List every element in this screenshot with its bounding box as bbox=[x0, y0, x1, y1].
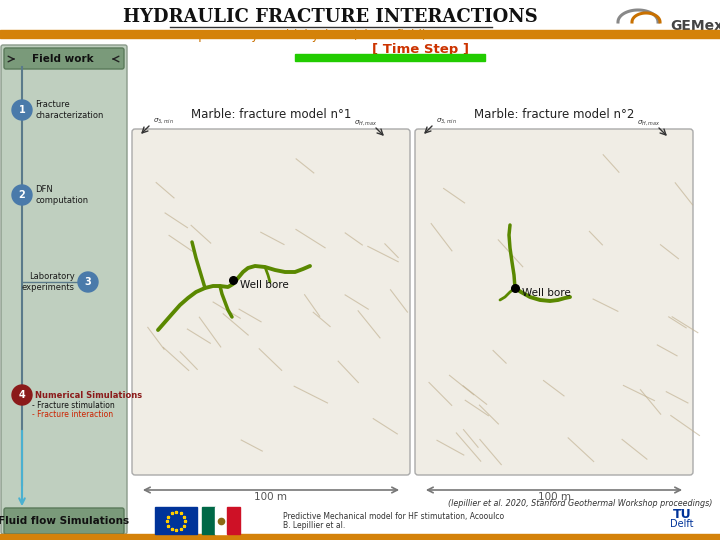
Text: 100 m: 100 m bbox=[538, 492, 570, 502]
Bar bbox=[295, 54, 485, 61]
FancyBboxPatch shape bbox=[1, 45, 127, 534]
Text: Fluid flow Simulations: Fluid flow Simulations bbox=[0, 516, 130, 526]
Text: - Fracture interaction: - Fracture interaction bbox=[32, 410, 113, 419]
Text: Field work: Field work bbox=[32, 54, 94, 64]
Circle shape bbox=[12, 385, 32, 405]
Text: (lepillier et al. 2020, Stanford Geothermal Workshop proceedings): (lepillier et al. 2020, Stanford Geother… bbox=[448, 500, 712, 509]
Text: Predictive Mechanical model for HF stimutation, Acooulco: Predictive Mechanical model for HF stimu… bbox=[283, 511, 504, 521]
Text: Numerical Simulations: Numerical Simulations bbox=[35, 390, 142, 400]
Circle shape bbox=[78, 272, 98, 292]
Text: 3: 3 bbox=[85, 277, 91, 287]
Text: 100 m: 100 m bbox=[254, 492, 287, 502]
Text: DFN
computation: DFN computation bbox=[35, 185, 88, 205]
Circle shape bbox=[12, 185, 32, 205]
Text: Delft: Delft bbox=[670, 519, 694, 529]
FancyBboxPatch shape bbox=[132, 129, 410, 475]
Text: - Fracture stimulation: - Fracture stimulation bbox=[32, 401, 114, 410]
FancyBboxPatch shape bbox=[4, 508, 124, 534]
Text: Well bore: Well bore bbox=[240, 280, 289, 290]
Text: 2: 2 bbox=[19, 190, 25, 200]
Bar bbox=[215, 507, 227, 534]
Text: HYDRAULIC FRACTURE INTERACTIONS: HYDRAULIC FRACTURE INTERACTIONS bbox=[122, 8, 537, 26]
Circle shape bbox=[12, 100, 32, 120]
Text: B. Lepillier et al.: B. Lepillier et al. bbox=[283, 521, 346, 530]
Text: 4: 4 bbox=[19, 390, 25, 400]
Text: TU: TU bbox=[672, 508, 691, 521]
Text: Fracture
characterization: Fracture characterization bbox=[35, 99, 104, 120]
Text: 1: 1 bbox=[19, 105, 25, 115]
Text: GEMex: GEMex bbox=[670, 19, 720, 33]
Text: Laboratory
experiments: Laboratory experiments bbox=[22, 272, 75, 292]
Bar bbox=[202, 507, 215, 534]
Bar bbox=[155, 507, 197, 534]
Text: Well bore: Well bore bbox=[522, 288, 571, 298]
Text: $\sigma_{H,max}$: $\sigma_{H,max}$ bbox=[637, 118, 660, 127]
Bar bbox=[0, 30, 720, 38]
Bar bbox=[227, 507, 240, 534]
FancyBboxPatch shape bbox=[4, 48, 124, 69]
Text: [ Time Step ]: [ Time Step ] bbox=[372, 44, 469, 57]
FancyBboxPatch shape bbox=[415, 129, 693, 475]
Text: $\sigma_{H,max}$: $\sigma_{H,max}$ bbox=[354, 118, 377, 127]
Text: $\sigma_{3,min}$: $\sigma_{3,min}$ bbox=[153, 117, 174, 125]
Text: Marble: fracture model n°1: Marble: fracture model n°1 bbox=[191, 109, 351, 122]
Text: OpenGeoSys MultiPhysics - (Phase field): OpenGeoSys MultiPhysics - (Phase field) bbox=[189, 29, 427, 42]
Text: $\sigma_{3,min}$: $\sigma_{3,min}$ bbox=[436, 117, 457, 125]
Text: Marble: fracture model n°2: Marble: fracture model n°2 bbox=[474, 109, 634, 122]
Bar bbox=[0, 534, 720, 540]
